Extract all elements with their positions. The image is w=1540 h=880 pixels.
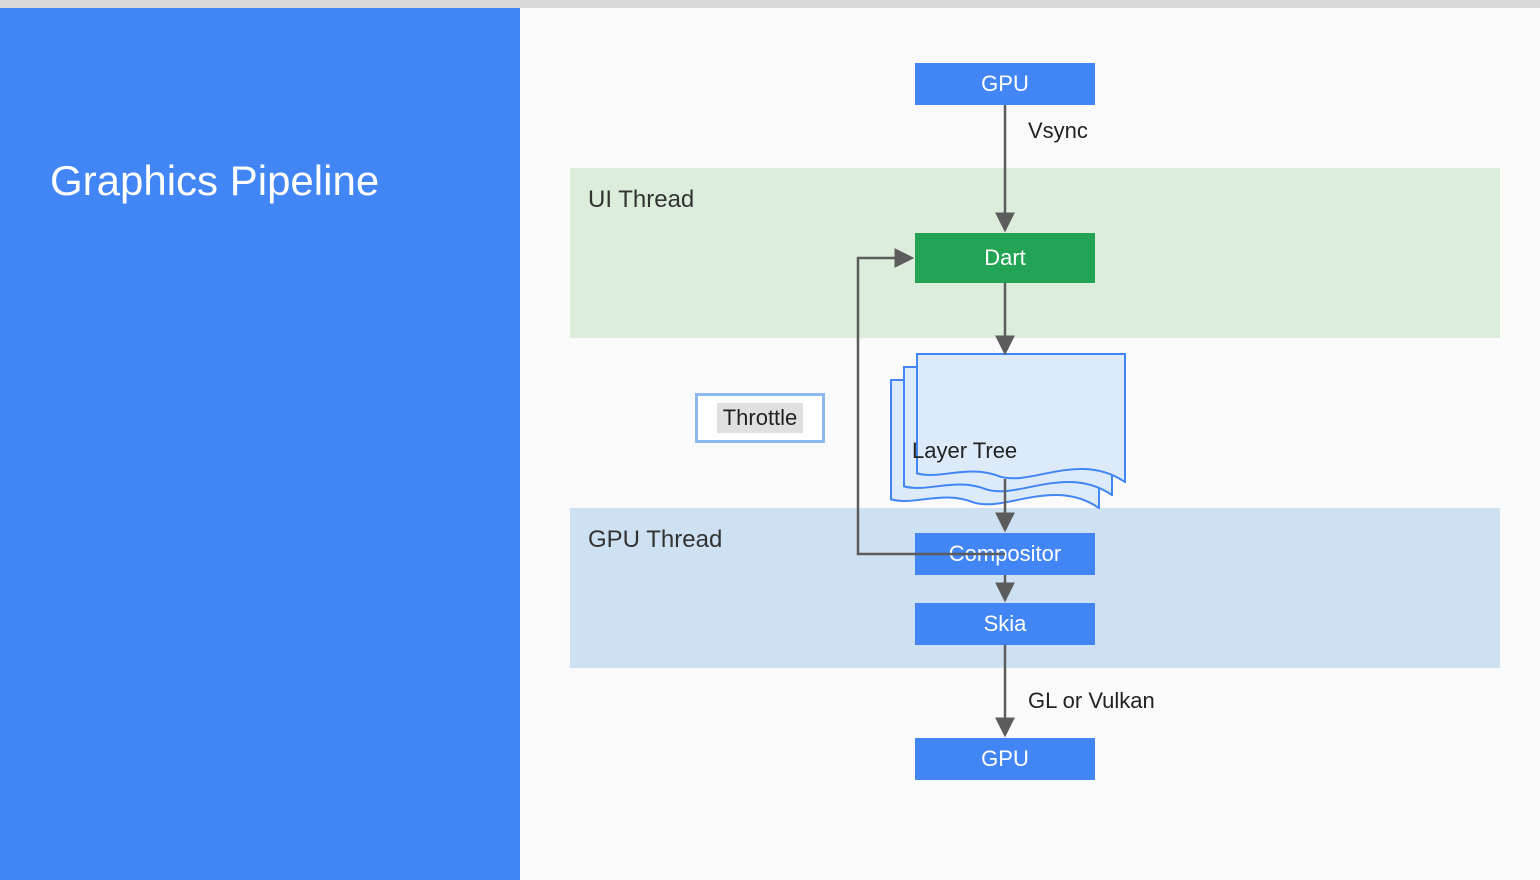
gpu-sink-node: GPU (915, 738, 1095, 780)
title-panel: Graphics Pipeline (0, 8, 520, 880)
gpu-source-label: GPU (981, 71, 1029, 97)
diagram-canvas: UI Thread GPU Thread GPU Dart Compositor… (520, 8, 1540, 880)
top-border (0, 0, 1540, 8)
gpu-sink-label: GPU (981, 746, 1029, 772)
gl-vulkan-edge-label: GL or Vulkan (1028, 688, 1155, 714)
dart-label: Dart (984, 245, 1026, 271)
layer-tree-label: Layer Tree (912, 438, 1017, 464)
dart-node: Dart (915, 233, 1095, 283)
layer-tree-stack: Layer Tree (890, 353, 1126, 509)
compositor-label: Compositor (949, 541, 1061, 567)
layer-tree-page (916, 353, 1126, 483)
skia-label: Skia (984, 611, 1027, 637)
skia-node: Skia (915, 603, 1095, 645)
throttle-box: Throttle (695, 393, 825, 443)
gpu-thread-label: GPU Thread (588, 526, 722, 554)
ui-thread-label: UI Thread (588, 186, 694, 214)
vsync-edge-label: Vsync (1028, 118, 1088, 144)
throttle-label: Throttle (717, 403, 804, 433)
slide-title: Graphics Pipeline (0, 8, 379, 204)
compositor-node: Compositor (915, 533, 1095, 575)
gpu-source-node: GPU (915, 63, 1095, 105)
slide-stage: Graphics Pipeline UI Thread GPU Thread G… (0, 0, 1540, 880)
